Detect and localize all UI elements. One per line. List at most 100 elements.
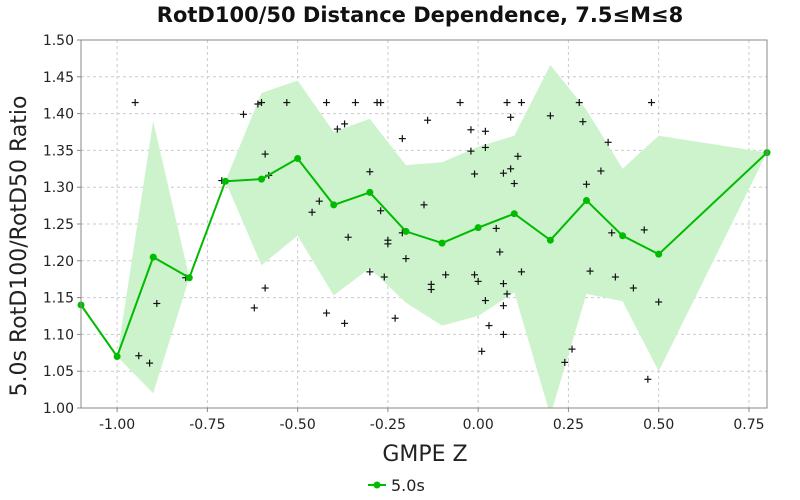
scatter-point (315, 197, 323, 205)
series-line-layer (77, 149, 771, 360)
y-tick-label: 1.50 (43, 33, 74, 49)
series-point (185, 274, 193, 282)
scatter-point (261, 284, 269, 292)
scatter-point (474, 277, 482, 285)
scatter-point (391, 314, 399, 322)
y-tick-label: 1.30 (43, 180, 74, 196)
y-tick-label: 1.40 (43, 107, 74, 123)
scatter-point (456, 99, 464, 107)
scatter-point (582, 180, 590, 188)
legend-label: 5.0s (391, 476, 425, 495)
scatter-point (499, 330, 507, 338)
scatter-point (611, 273, 619, 281)
y-tick-label: 1.45 (43, 70, 74, 86)
series-point (330, 201, 338, 209)
scatter-point (510, 180, 518, 188)
scatter-point (478, 347, 486, 355)
y-tick-label: 1.20 (43, 254, 74, 270)
scatter-point (568, 345, 576, 353)
scatter-point (384, 240, 392, 248)
scatter-point (586, 267, 594, 275)
x-tick-label: 0.25 (553, 417, 584, 433)
scatter-point (503, 99, 511, 107)
series-line-5s (80, 151, 768, 359)
series-point (402, 227, 410, 235)
scatter-point (153, 299, 161, 307)
x-tick-label: 0.00 (463, 417, 494, 433)
x-tick-label: -0.25 (370, 417, 406, 433)
chart-title: RotD100/50 Distance Dependence, 7.5≤M≤8 (157, 3, 683, 27)
scatter-point (377, 207, 385, 215)
scatter-point (261, 150, 269, 158)
y-axis-title: 5.0s RotD100/RotD50 Ratio (7, 96, 32, 397)
scatter-point (283, 99, 291, 107)
y-tick-label: 1.25 (43, 217, 74, 233)
scatter-point (402, 255, 410, 263)
y-tick-label: 1.15 (43, 291, 74, 307)
x-axis-ticks: -1.00 -0.75 -0.50 -0.25 0.00 0.25 0.50 0.75 (99, 408, 765, 433)
scatter-point (644, 375, 652, 383)
scatter-point (135, 352, 143, 360)
scatter-point (517, 268, 525, 276)
scatter-point (333, 125, 341, 133)
y-tick-label: 1.10 (43, 327, 74, 343)
scatter-point (499, 280, 507, 288)
scatter-point (496, 248, 504, 256)
scatter-point (442, 271, 450, 279)
series-point (582, 196, 590, 204)
legend-swatch-marker (373, 481, 381, 489)
y-tick-label: 1.35 (43, 143, 74, 159)
series-point (149, 253, 157, 261)
scatter-point (420, 201, 428, 209)
y-axis-ticks: 1.00 1.05 1.10 1.15 1.20 1.25 1.30 1.35 1.40 1.45… (43, 33, 81, 417)
x-tick-label: -0.50 (280, 417, 316, 433)
confidence-band (81, 65, 767, 408)
legend: 5.0s (368, 476, 425, 495)
y-tick-label: 1.00 (43, 401, 74, 417)
scatter-point (427, 286, 435, 294)
scatter-point (507, 113, 515, 121)
scatter-point (398, 135, 406, 143)
series-point (510, 210, 518, 218)
scatter-point (366, 168, 374, 176)
scatter-point (131, 99, 139, 107)
scatter-point (239, 110, 247, 118)
x-tick-label: 0.50 (643, 417, 674, 433)
scatter-point (146, 359, 154, 367)
scatter-point (517, 99, 525, 107)
series-point (366, 188, 374, 196)
scatter-point (485, 322, 493, 330)
series-point (113, 352, 121, 360)
scatter-point (546, 112, 554, 120)
scatter-point (308, 208, 316, 216)
scatter-point (481, 297, 489, 305)
series-point (438, 239, 446, 247)
confidence-band-layer (81, 65, 767, 408)
scatter-point (254, 100, 262, 108)
scatter-point (344, 233, 352, 241)
series-point (258, 175, 266, 183)
scatter-point (471, 271, 479, 279)
scatter-layer (131, 99, 663, 383)
x-tick-label: 0.75 (733, 417, 764, 433)
scatter-point (258, 99, 266, 107)
scatter-point (377, 99, 385, 107)
scatter-point (604, 138, 612, 146)
scatter-point (323, 99, 331, 107)
scatter-point (471, 170, 479, 178)
scatter-point (579, 118, 587, 126)
scatter-point (467, 147, 475, 155)
scatter-point (647, 99, 655, 107)
series-point (619, 232, 627, 240)
x-tick-label: -1.00 (99, 417, 135, 433)
scatter-point (655, 298, 663, 306)
scatter-point (499, 169, 507, 177)
series-point (474, 224, 482, 232)
scatter-point (481, 143, 489, 151)
scatter-point (575, 99, 583, 107)
y-tick-label: 1.05 (43, 364, 74, 380)
scatter-point (341, 120, 349, 128)
scatter-point (499, 302, 507, 310)
scatter-point (467, 126, 475, 134)
